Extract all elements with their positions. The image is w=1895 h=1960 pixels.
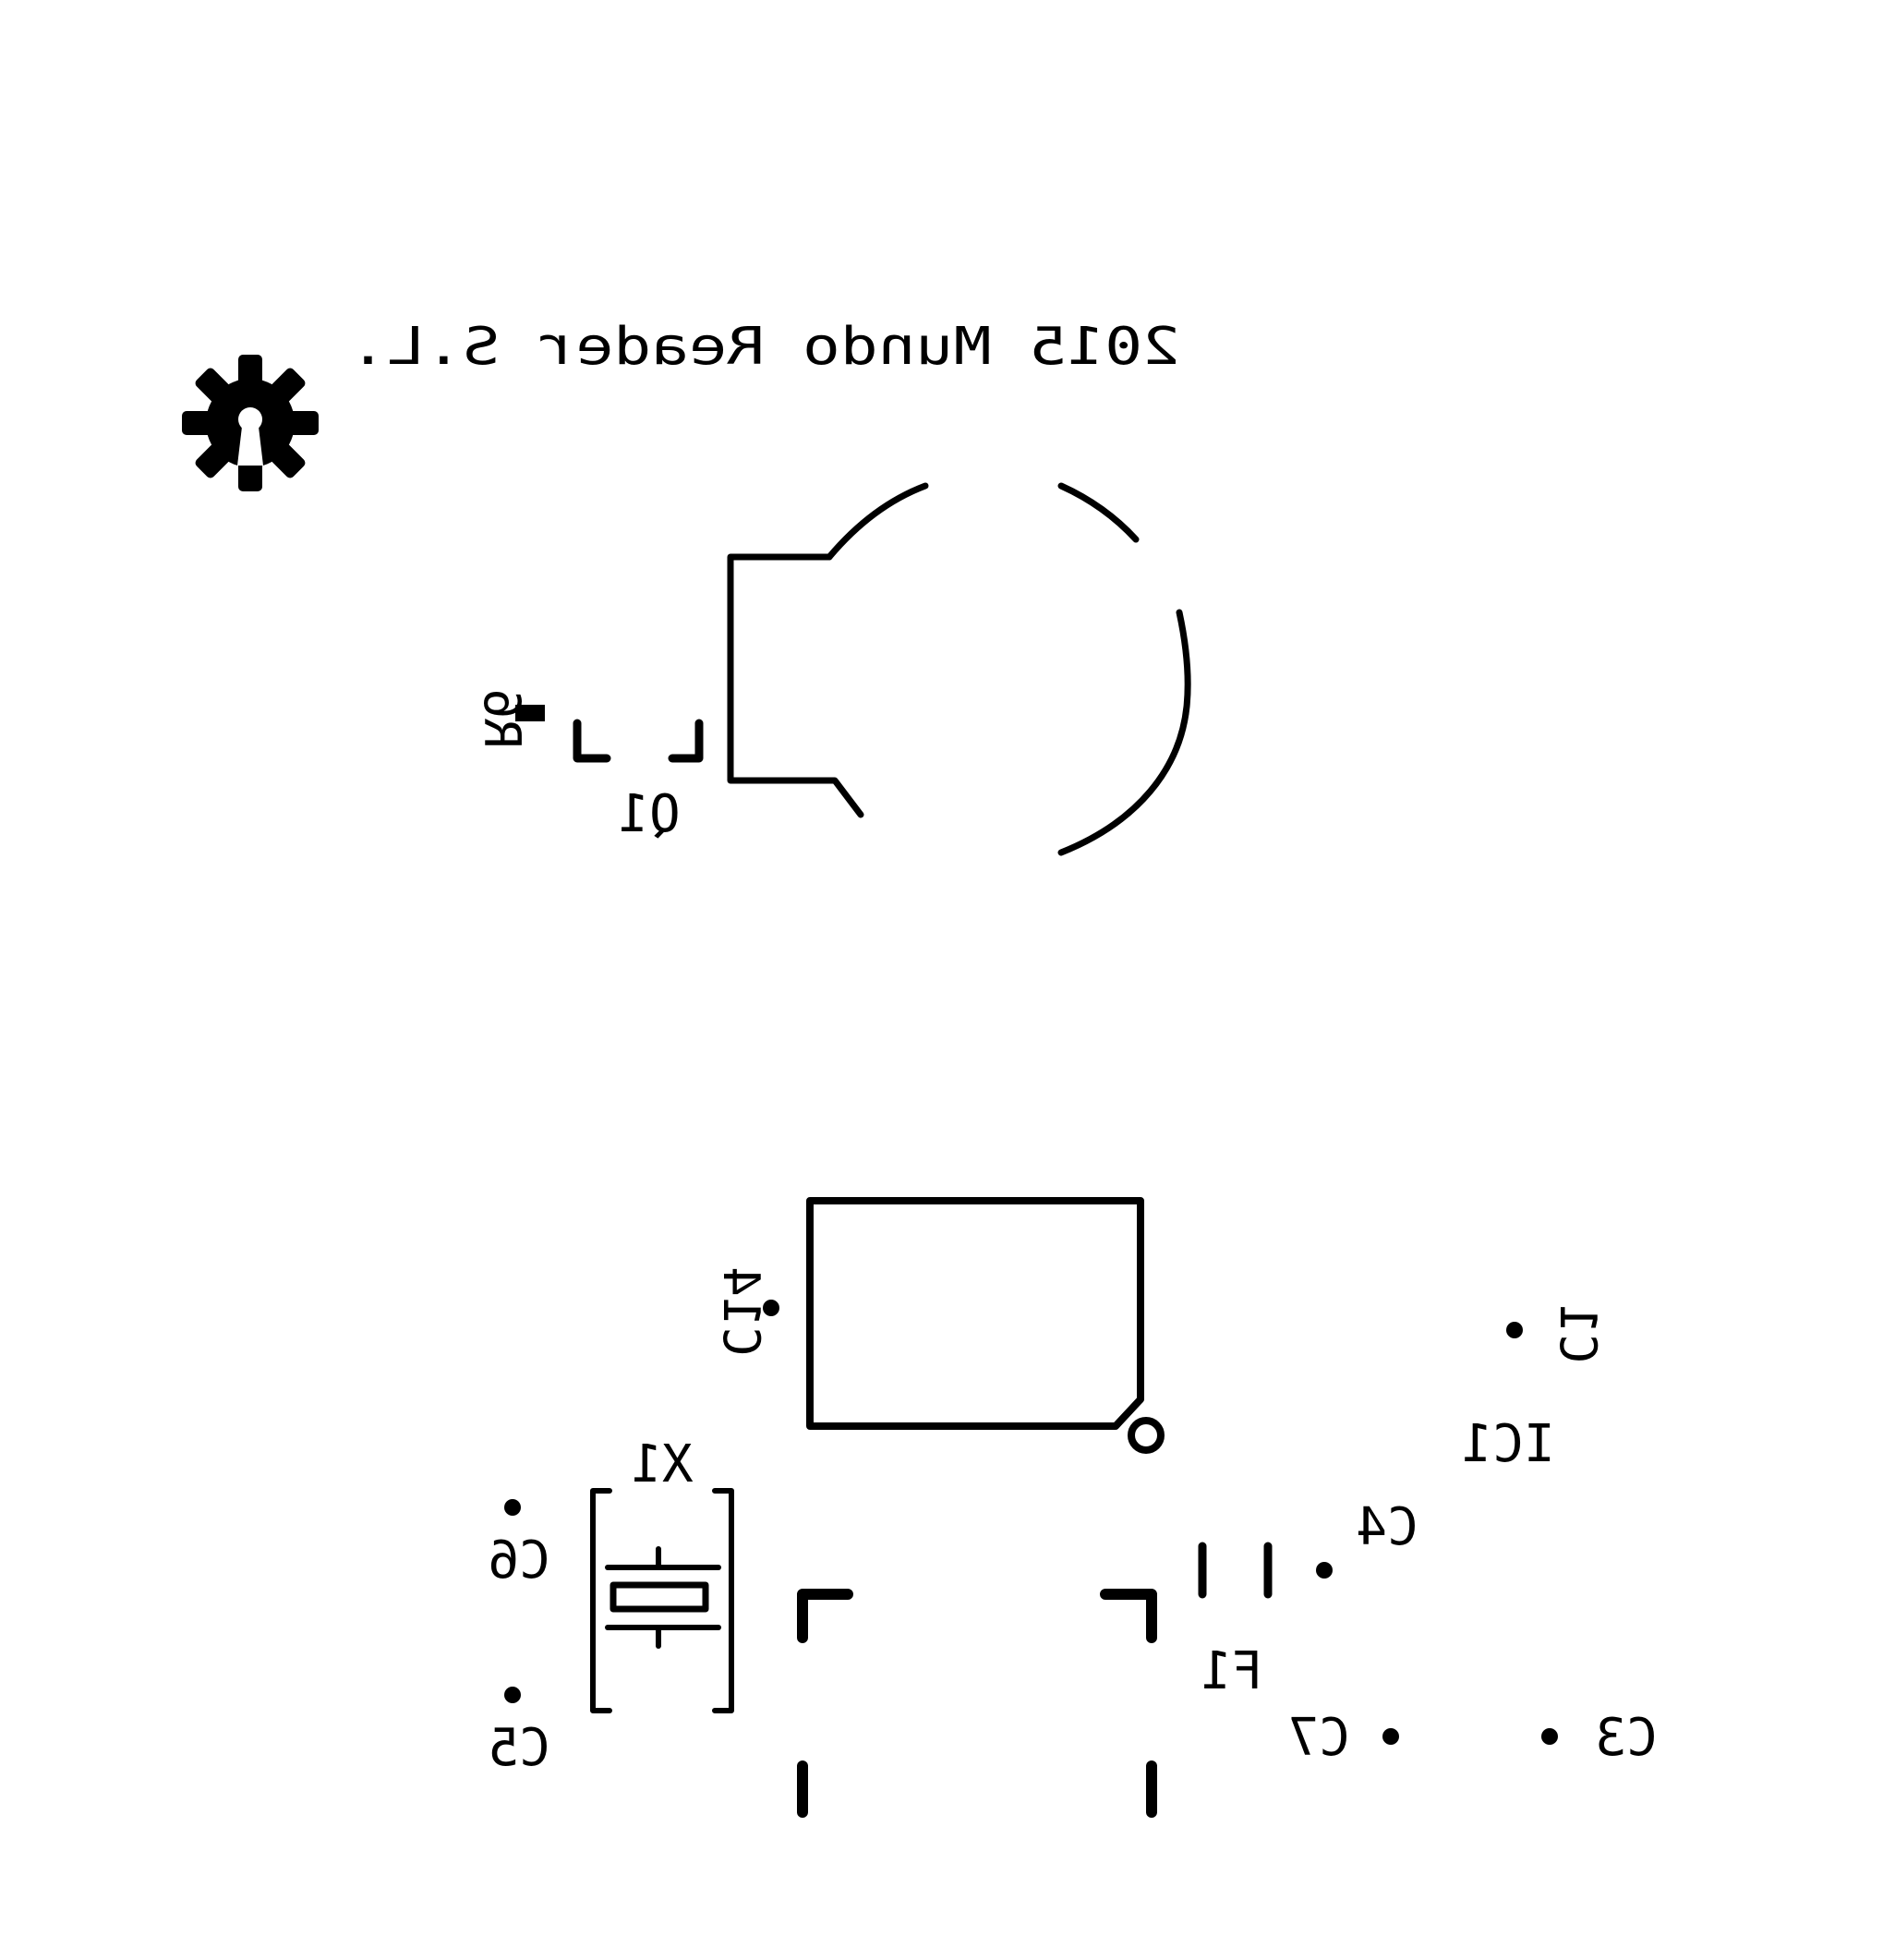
x1-footprint: [590, 1488, 734, 1713]
c5-label: C5: [488, 1718, 549, 1778]
c14-pin-dot: [763, 1300, 779, 1316]
c4-pin-dot: [1316, 1562, 1333, 1579]
buzzer-outline: [727, 482, 1191, 856]
c6-pin-dot: [504, 1499, 521, 1516]
c14-label: C14: [712, 1266, 770, 1357]
c5-pin-dot: [504, 1687, 521, 1703]
c7-label: C7: [1287, 1708, 1349, 1768]
connector-footprint: [797, 1589, 1157, 1818]
r6-label: R6: [473, 688, 531, 748]
q1-footprint: [515, 705, 704, 763]
ic1-footprint: [806, 1197, 1165, 1454]
open-hardware-gear-icon: [182, 355, 319, 491]
c6-label: C6: [488, 1530, 549, 1591]
c1-label: C1: [1549, 1303, 1607, 1363]
copyright-text: 2015 Mundo Reader S.L.: [349, 317, 1180, 377]
q1-label: Q1: [618, 784, 680, 844]
f1-label: F1: [1201, 1641, 1262, 1701]
x1-label: X1: [631, 1434, 693, 1494]
c1-pin-dot: [1506, 1322, 1523, 1338]
f1-footprint: [1198, 1542, 1273, 1599]
ic1-label: IC1: [1461, 1414, 1554, 1474]
c3-pin-dot: [1541, 1728, 1558, 1745]
c3-label: C3: [1595, 1708, 1657, 1768]
q1-pin1-marker: [515, 705, 545, 721]
c4-label: C4: [1356, 1497, 1418, 1557]
c7-pin-dot: [1382, 1728, 1399, 1745]
ic1-pin1-marker: [1128, 1417, 1165, 1454]
